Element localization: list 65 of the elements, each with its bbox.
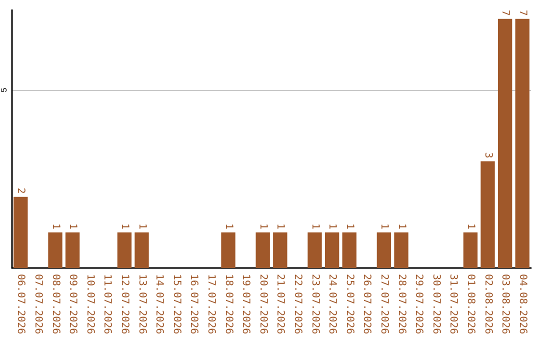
data-label: 2 bbox=[15, 188, 26, 194]
data-label: 1 bbox=[344, 223, 355, 230]
x-tick-label: 16.07.2026 bbox=[188, 274, 200, 334]
x-tick-label: 08.07.2026 bbox=[50, 274, 61, 334]
bar bbox=[221, 232, 236, 268]
bar bbox=[342, 232, 356, 268]
data-label: 1 bbox=[222, 223, 234, 230]
data-label: 1 bbox=[464, 223, 476, 230]
x-tick-label: 18.07.2026 bbox=[222, 274, 234, 334]
x-tick-label: 12.07.2026 bbox=[118, 274, 130, 334]
x-tick-label: 06.07.2026 bbox=[15, 274, 26, 334]
bar bbox=[394, 232, 408, 268]
data-label: 7 bbox=[500, 10, 511, 16]
bar bbox=[498, 18, 512, 268]
x-tick-label: 09.07.2026 bbox=[67, 274, 78, 334]
data-label: 7 bbox=[516, 10, 528, 16]
x-tick-label: 01.08.2026 bbox=[464, 274, 476, 334]
x-tick-label: 31.07.2026 bbox=[448, 274, 459, 334]
bar bbox=[14, 196, 28, 268]
bar bbox=[134, 232, 149, 268]
x-tick-label: 20.07.2026 bbox=[257, 274, 268, 334]
bar bbox=[256, 232, 270, 268]
x-tick-label: 28.07.2026 bbox=[396, 274, 407, 334]
x-tick-label: 29.07.2026 bbox=[413, 274, 424, 334]
bar bbox=[324, 232, 340, 268]
x-tick-label: 25.07.2026 bbox=[344, 274, 355, 334]
x-tick-label: 02.08.2026 bbox=[482, 274, 494, 334]
data-label: 1 bbox=[274, 223, 286, 230]
bar bbox=[463, 232, 478, 268]
data-label: 1 bbox=[378, 223, 390, 230]
x-tick-label: 26.07.2026 bbox=[361, 274, 372, 334]
x-tick-label: 23.07.2026 bbox=[309, 274, 320, 334]
data-label: 1 bbox=[326, 223, 338, 230]
x-tick-label: 07.07.2026 bbox=[32, 274, 44, 334]
x-tick-label: 27.07.2026 bbox=[378, 274, 390, 334]
bar bbox=[117, 232, 132, 268]
x-tick-label: 11.07.2026 bbox=[102, 274, 113, 334]
bar bbox=[308, 232, 322, 268]
bar bbox=[48, 232, 62, 268]
bar bbox=[515, 18, 530, 268]
x-tick-label: 13.07.2026 bbox=[136, 274, 148, 334]
x-tick-label: 10.07.2026 bbox=[84, 274, 96, 334]
y-tick-label: 5 bbox=[0, 87, 8, 92]
data-label: 1 bbox=[118, 223, 130, 230]
data-label: 1 bbox=[309, 223, 320, 230]
bar bbox=[376, 232, 392, 268]
data-label: 1 bbox=[396, 223, 407, 230]
bar bbox=[273, 232, 288, 268]
x-tick-label: 04.08.2026 bbox=[516, 274, 528, 334]
bar bbox=[480, 161, 495, 268]
x-tick-label: 22.07.2026 bbox=[292, 274, 303, 334]
x-tick-label: 14.07.2026 bbox=[154, 274, 165, 334]
data-label: 1 bbox=[50, 223, 61, 230]
x-tick-label: 19.07.2026 bbox=[240, 274, 252, 334]
x-tick-label: 03.08.2026 bbox=[500, 274, 511, 334]
x-tick-label: 24.07.2026 bbox=[326, 274, 338, 334]
x-tick-label: 30.07.2026 bbox=[430, 274, 442, 334]
x-tick-label: 15.07.2026 bbox=[170, 274, 182, 334]
bar bbox=[65, 232, 80, 268]
x-tick-label: 17.07.2026 bbox=[205, 274, 216, 334]
data-label: 1 bbox=[257, 223, 268, 230]
data-label: 3 bbox=[482, 152, 494, 158]
data-label: 1 bbox=[136, 223, 148, 230]
data-label: 1 bbox=[67, 223, 78, 230]
x-tick-label: 21.07.2026 bbox=[274, 274, 286, 334]
